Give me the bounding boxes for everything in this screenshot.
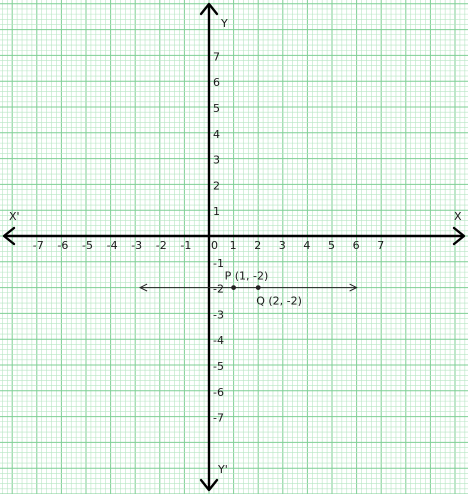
- y-tick-label: 5: [213, 102, 220, 115]
- y-tick-label: 1: [213, 205, 220, 218]
- x-tick-label: 2: [254, 239, 261, 252]
- y-tick-label: 4: [213, 128, 220, 141]
- y-tick-label: -2: [213, 283, 224, 296]
- x-tick-label: -4: [107, 239, 118, 252]
- x-tick-label: 6: [353, 239, 360, 252]
- y-tick-label: -3: [213, 308, 224, 321]
- point-p: [231, 285, 237, 290]
- x-axis-label: X: [454, 210, 462, 223]
- point-q-label: Q (2, -2): [256, 295, 302, 308]
- line-through-pq: [139, 283, 358, 292]
- y-tick-label: -1: [213, 257, 224, 270]
- x-tick-label: -1: [180, 239, 191, 252]
- x-tick-label: 3: [279, 239, 286, 252]
- y-axis-label: Y: [220, 17, 228, 30]
- x-tick-label: -3: [131, 239, 142, 252]
- x-tick-label: -5: [82, 239, 93, 252]
- y-tick-label: -6: [213, 386, 224, 399]
- y-tick-label: 2: [213, 179, 220, 192]
- origin-label: 0: [211, 239, 218, 252]
- x-axis-right-arrow: [452, 226, 466, 246]
- line-right-arrow: [349, 283, 358, 292]
- point-p-label: P (1, -2): [225, 270, 269, 283]
- x-tick-label: 1: [230, 239, 237, 252]
- x-tick-label: -6: [57, 239, 68, 252]
- point-q: [255, 285, 261, 290]
- x-tick-label: 4: [303, 239, 310, 252]
- y-tick-label: -7: [213, 412, 224, 425]
- points: P (1, -2) Q (2, -2): [225, 270, 302, 308]
- x-tick-label: 5: [328, 239, 335, 252]
- x-axis-left-arrow: [2, 226, 16, 246]
- y-axis-top-arrow: [199, 2, 219, 16]
- x-tick-label: -7: [33, 239, 44, 252]
- tick-labels: -7 -6 -5 -4 -3 -2 -1 1 2 3 4 5 6 7 7 6 5 4 3 2 1 -1 -2 -3 -4 -5 -6…: [33, 50, 384, 424]
- x-axis-negative-label: X': [9, 210, 20, 223]
- y-tick-label: -5: [213, 360, 224, 373]
- y-tick-label: 7: [213, 50, 220, 63]
- y-axis-bottom-arrow: [199, 478, 219, 492]
- y-tick-label: -4: [213, 334, 224, 347]
- y-tick-label: 3: [213, 154, 220, 167]
- line-left-arrow: [139, 283, 148, 292]
- x-tick-label: 7: [377, 239, 384, 252]
- y-axis-negative-label: Y': [217, 463, 228, 476]
- x-tick-label: -2: [156, 239, 167, 252]
- y-tick-label: 6: [213, 76, 220, 89]
